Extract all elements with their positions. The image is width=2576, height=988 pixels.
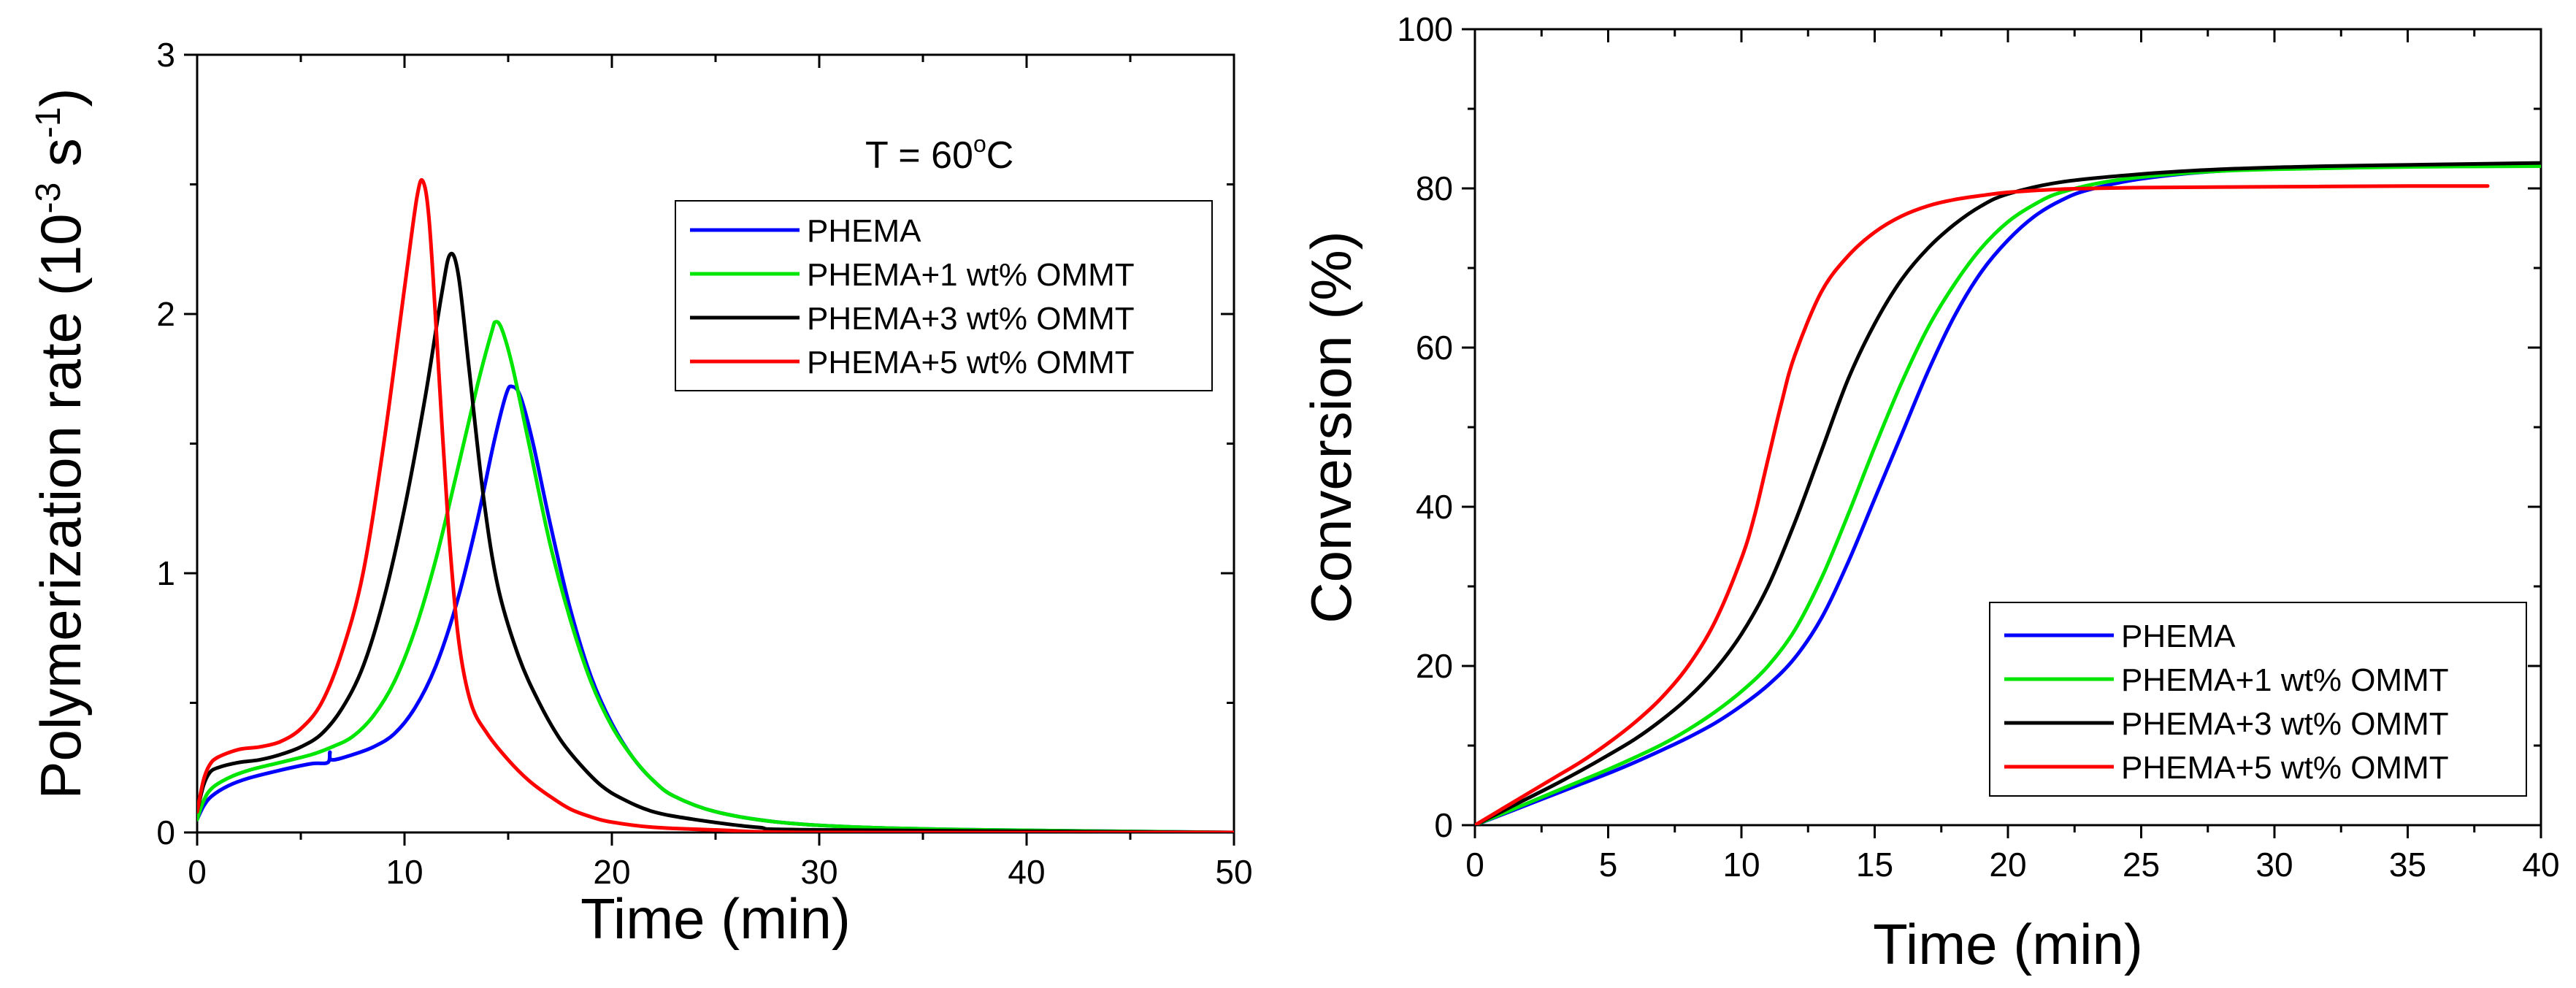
y-title-main: Conversion (%): [1299, 231, 1363, 624]
y-tick-label: 100: [1397, 10, 1453, 48]
y-title-sup1: -3: [29, 183, 68, 214]
temperature-annotation: T = 60oC: [865, 131, 1013, 177]
x-tick-label: 0: [1465, 846, 1484, 884]
series-line-2: [1475, 161, 2541, 825]
x-tick-label: 30: [2255, 846, 2293, 884]
legend: PHEMA PHEMA+1 wt% OMMT PHEMA+3 wt% OMMT PHE…: [675, 200, 1213, 391]
y-title-end: ): [28, 88, 93, 107]
legend-label-0: PHEMA: [2121, 619, 2236, 654]
y-tick-label: 0: [156, 813, 175, 851]
y-tick-label: 3: [156, 36, 175, 74]
y-title-sup2: -1: [29, 107, 68, 138]
series-group: [197, 177, 1234, 832]
right-chart-conversion: 0 5 10 15 20 25 30 35 40 0 20 40 60 80 100 PHEMA PHEMA+1…: [1299, 10, 2560, 976]
x-tick-label: 50: [1215, 853, 1252, 891]
y-axis-title: Polymerization rate (10-3 s-1): [28, 88, 93, 799]
y-tick-label: 1: [156, 554, 175, 592]
x-tick-label: 0: [188, 853, 207, 891]
y-tick-label: 0: [1434, 806, 1453, 844]
series-line-0: [197, 384, 1234, 832]
x-tick-label: 40: [1008, 853, 1045, 891]
y-tick-label: 60: [1416, 329, 1453, 367]
series-line-3: [197, 177, 1234, 832]
legend-label-1: PHEMA+1 wt% OMMT: [807, 257, 1135, 293]
annotation-unit: C: [986, 134, 1014, 177]
legend-label-1: PHEMA+1 wt% OMMT: [2121, 662, 2449, 698]
legend-box: [675, 200, 1213, 391]
legend-label-0: PHEMA: [807, 213, 921, 249]
x-tick-label: 40: [2522, 846, 2559, 884]
series-line-1: [1475, 164, 2541, 825]
annotation-main: T = 60: [865, 134, 973, 177]
legend-label-2: PHEMA+3 wt% OMMT: [2121, 706, 2449, 742]
plot-frame: [196, 53, 1235, 834]
series-group: [1475, 161, 2541, 825]
y-tick-label: 2: [156, 295, 175, 333]
x-tick-label: 15: [1856, 846, 1893, 884]
legend-label-2: PHEMA+3 wt% OMMT: [807, 301, 1135, 337]
x-tick-label: 20: [593, 853, 630, 891]
y-title-main: Polymerization rate (10: [28, 214, 93, 800]
x-tick-label: 10: [386, 853, 423, 891]
legend-label-3: PHEMA+5 wt% OMMT: [2121, 750, 2449, 786]
y-tick-label: 80: [1416, 169, 1453, 207]
x-tick-label: 35: [2389, 846, 2426, 884]
x-tick-label: 25: [2123, 846, 2160, 884]
x-tick-label: 20: [1989, 846, 2026, 884]
legend-label-3: PHEMA+5 wt% OMMT: [807, 345, 1135, 380]
y-title-mid: s: [28, 138, 93, 183]
y-tick-label: 20: [1416, 647, 1453, 685]
x-axis-title: Time (min): [580, 886, 851, 951]
series-line-2: [197, 251, 1234, 832]
series-line-3: [1475, 184, 2490, 825]
y-tick-label: 40: [1416, 488, 1453, 526]
x-tick-label: 10: [1722, 846, 1760, 884]
x-axis-title: Time (min): [1873, 912, 2143, 976]
legend: PHEMA PHEMA+1 wt% OMMT PHEMA+3 wt% OMMT PHE…: [1989, 602, 2527, 797]
x-tick-label: 5: [1599, 846, 1618, 884]
series-line-1: [197, 320, 1234, 832]
x-tick-label: 30: [800, 853, 837, 891]
y-axis-title: Conversion (%): [1299, 231, 1363, 624]
annotation-degree: o: [973, 131, 986, 157]
